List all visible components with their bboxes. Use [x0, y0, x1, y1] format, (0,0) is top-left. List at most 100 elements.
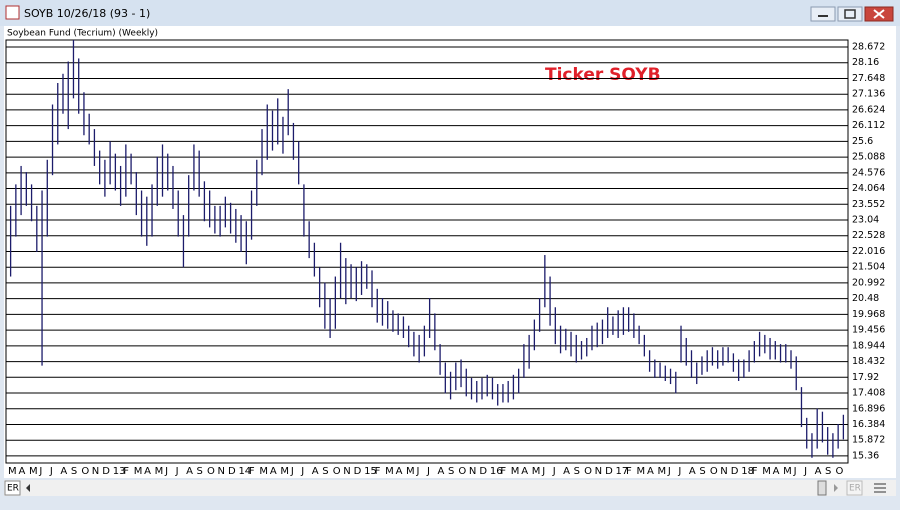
y-tick-label: 24.576 [852, 167, 885, 178]
x-tick-label: A [563, 466, 570, 477]
app-icon [5, 5, 20, 20]
y-tick-label: 17.408 [852, 388, 885, 399]
x-tick-label: S [322, 466, 328, 477]
x-tick-label: N [595, 466, 602, 477]
x-tick-label: M [259, 466, 268, 477]
x-tick-label: N [92, 466, 99, 477]
y-tick-label: 23.552 [852, 199, 885, 210]
y-tick-label: 16.896 [852, 403, 885, 414]
x-tick-label: J [552, 466, 556, 477]
y-tick-label: 28.16 [852, 57, 879, 68]
x-tick-label: J [667, 466, 671, 477]
x-tick-label: F [752, 466, 758, 477]
x-tick-label: 17 [616, 466, 629, 477]
menu-icon[interactable] [874, 483, 886, 493]
y-tick-label: 28.672 [852, 42, 885, 53]
x-tick-label: A [270, 466, 277, 477]
chart-title: Soybean Fund (Tecrium) (Weekly) [7, 29, 158, 39]
y-tick-label: 26.624 [852, 104, 885, 115]
y-tick-label: 19.456 [852, 325, 885, 336]
x-tick-label: A [773, 466, 780, 477]
x-tick-label: F [375, 466, 381, 477]
x-tick-label: A [186, 466, 193, 477]
x-tick-label: M [637, 466, 646, 477]
x-tick-label: D [354, 466, 362, 477]
x-tick-label: M [657, 466, 666, 477]
y-tick-label: 27.648 [852, 73, 885, 84]
x-tick-label: S [825, 466, 831, 477]
x-tick-label: A [144, 466, 151, 477]
x-tick-label: J [416, 466, 420, 477]
scroll-left[interactable] [26, 484, 30, 492]
x-tick-label: A [396, 466, 403, 477]
y-tick-label: 20.992 [852, 277, 885, 288]
x-tick-label: M [783, 466, 792, 477]
right-label-box[interactable] [846, 480, 863, 496]
y-tick-label: 22.016 [852, 246, 885, 257]
x-tick-label: A [815, 466, 822, 477]
x-tick-label: O [207, 466, 215, 477]
y-tick-label: 26.112 [852, 120, 885, 131]
plot: 15.36 15.872 16.384 16.896 17.408 17.92 18.432… [5, 39, 885, 477]
x-tick-label: O [81, 466, 89, 477]
annotation: Ticker SOYB [545, 65, 661, 85]
x-tick-label: J [49, 466, 53, 477]
x-tick-label: M [511, 466, 520, 477]
close-icon [873, 9, 885, 19]
x-tick-label: J [803, 466, 807, 477]
x-tick-label: J [793, 466, 797, 477]
x-tick-label: D [479, 466, 487, 477]
x-tick-label: M [155, 466, 164, 477]
title-bar [0, 0, 900, 26]
y-tick-label: 15.872 [852, 435, 885, 446]
x-tick-label: A [689, 466, 696, 477]
y-tick-label: 22.528 [852, 230, 885, 241]
x-tick-label: O [836, 466, 844, 477]
x-tick-label: J [426, 466, 430, 477]
x-tick-label: 14 [238, 466, 251, 477]
scroll-thumb[interactable] [817, 480, 827, 496]
y-tick-label: 25.088 [852, 152, 885, 163]
x-tick-label: A [60, 466, 67, 477]
left-label: ER [7, 484, 19, 494]
x-tick-label: S [71, 466, 77, 477]
x-tick-label: M [385, 466, 394, 477]
minimize-button[interactable] [810, 6, 836, 22]
x-tick-label: N [218, 466, 225, 477]
maximize-button[interactable] [837, 6, 863, 22]
right-label: ER [849, 484, 861, 494]
maximize-icon [844, 9, 856, 19]
left-label-box[interactable] [4, 480, 21, 496]
x-tick-label: J [677, 466, 681, 477]
y-tick-label: 25.6 [852, 136, 873, 147]
plot-border [5, 39, 849, 464]
x-tick-label: D [228, 466, 236, 477]
y-tick-label: 23.04 [852, 215, 879, 226]
x-tick-label: O [710, 466, 718, 477]
x-tick-label: M [134, 466, 143, 477]
x-tick-label: J [290, 466, 294, 477]
x-tick-label: 16 [490, 466, 503, 477]
scroll-right[interactable] [834, 484, 838, 492]
y-tick-label: 19.968 [852, 309, 885, 320]
y-tick-label: 21.504 [852, 262, 885, 273]
x-tick-label: M [406, 466, 415, 477]
x-tick-label: S [699, 466, 705, 477]
window-title: SOYB 10/26/18 (93 - 1) [24, 7, 150, 20]
x-tick-label: N [343, 466, 350, 477]
x-tick-label: J [175, 466, 179, 477]
x-tick-label: M [8, 466, 17, 477]
x-tick-label: O [584, 466, 592, 477]
x-tick-label: D [605, 466, 613, 477]
y-tick-label: 17.92 [852, 372, 879, 383]
x-tick-label: 15 [364, 466, 377, 477]
x-tick-label: F [626, 466, 632, 477]
y-tick-label: 24.064 [852, 183, 885, 194]
x-tick-label: N [469, 466, 476, 477]
y-tick-label: 15.36 [852, 450, 879, 461]
chart-area [4, 26, 896, 478]
x-tick-label: D [731, 466, 739, 477]
x-tick-label: 13 [113, 466, 126, 477]
